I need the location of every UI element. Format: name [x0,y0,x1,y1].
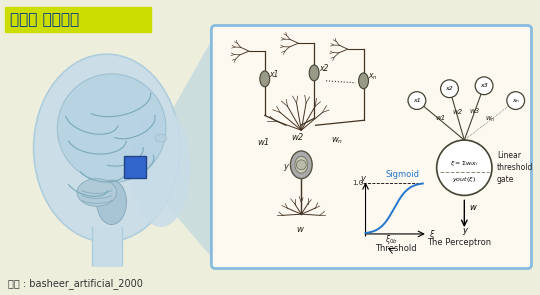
Text: $\xi$: $\xi$ [429,228,435,241]
Text: w1: w1 [436,115,446,121]
FancyBboxPatch shape [212,25,531,268]
Text: y: y [462,226,467,235]
Circle shape [441,80,458,98]
Text: w: w [296,225,303,234]
Ellipse shape [57,74,166,183]
Text: $x_n$: $x_n$ [511,97,520,104]
Text: y: y [361,174,366,183]
Text: x2: x2 [319,64,328,73]
Ellipse shape [155,134,167,142]
Text: $\xi_{0b}$: $\xi_{0b}$ [384,233,397,246]
Text: w2: w2 [292,133,303,142]
Ellipse shape [260,71,269,87]
Text: x3: x3 [480,83,488,88]
Text: 1.0: 1.0 [353,180,364,186]
Bar [92,227,122,267]
Text: Sigmoid: Sigmoid [385,170,419,179]
Ellipse shape [309,65,319,81]
Text: w: w [469,203,476,212]
Ellipse shape [77,178,117,206]
Circle shape [507,92,524,109]
Text: 자료 : basheer_artificial_2000: 자료 : basheer_artificial_2000 [8,278,143,289]
Text: y: y [284,162,288,171]
Text: 뉴런과 인공뉴런: 뉴런과 인공뉴런 [10,12,79,27]
Text: $w_n$: $w_n$ [331,135,343,145]
Text: $yout(\xi)$: $yout(\xi)$ [453,175,476,184]
Text: w2: w2 [452,109,462,115]
Circle shape [437,140,492,195]
Ellipse shape [359,73,368,89]
Text: w1: w1 [257,138,269,147]
Text: $w_n$: $w_n$ [485,114,496,124]
Ellipse shape [33,54,180,242]
Text: Linear
threshold
gate: Linear threshold gate [497,151,534,184]
Ellipse shape [131,109,191,227]
Text: The Perceptron: The Perceptron [427,238,491,247]
Circle shape [408,92,426,109]
Text: $x_n$: $x_n$ [368,72,378,82]
Text: Threshold: Threshold [375,244,417,253]
Bar [5,7,151,32]
Text: x2: x2 [446,86,454,91]
Text: x1: x1 [413,98,421,103]
Ellipse shape [97,180,126,224]
Ellipse shape [291,151,312,178]
Ellipse shape [295,156,308,173]
Bar [125,156,146,178]
Text: $\xi$$=\Sigma w_i x_i$: $\xi$$=\Sigma w_i x_i$ [450,159,478,168]
Text: x1: x1 [269,70,279,79]
Polygon shape [125,33,215,262]
Text: w3: w3 [469,108,480,114]
Circle shape [475,77,493,95]
Circle shape [296,160,306,170]
